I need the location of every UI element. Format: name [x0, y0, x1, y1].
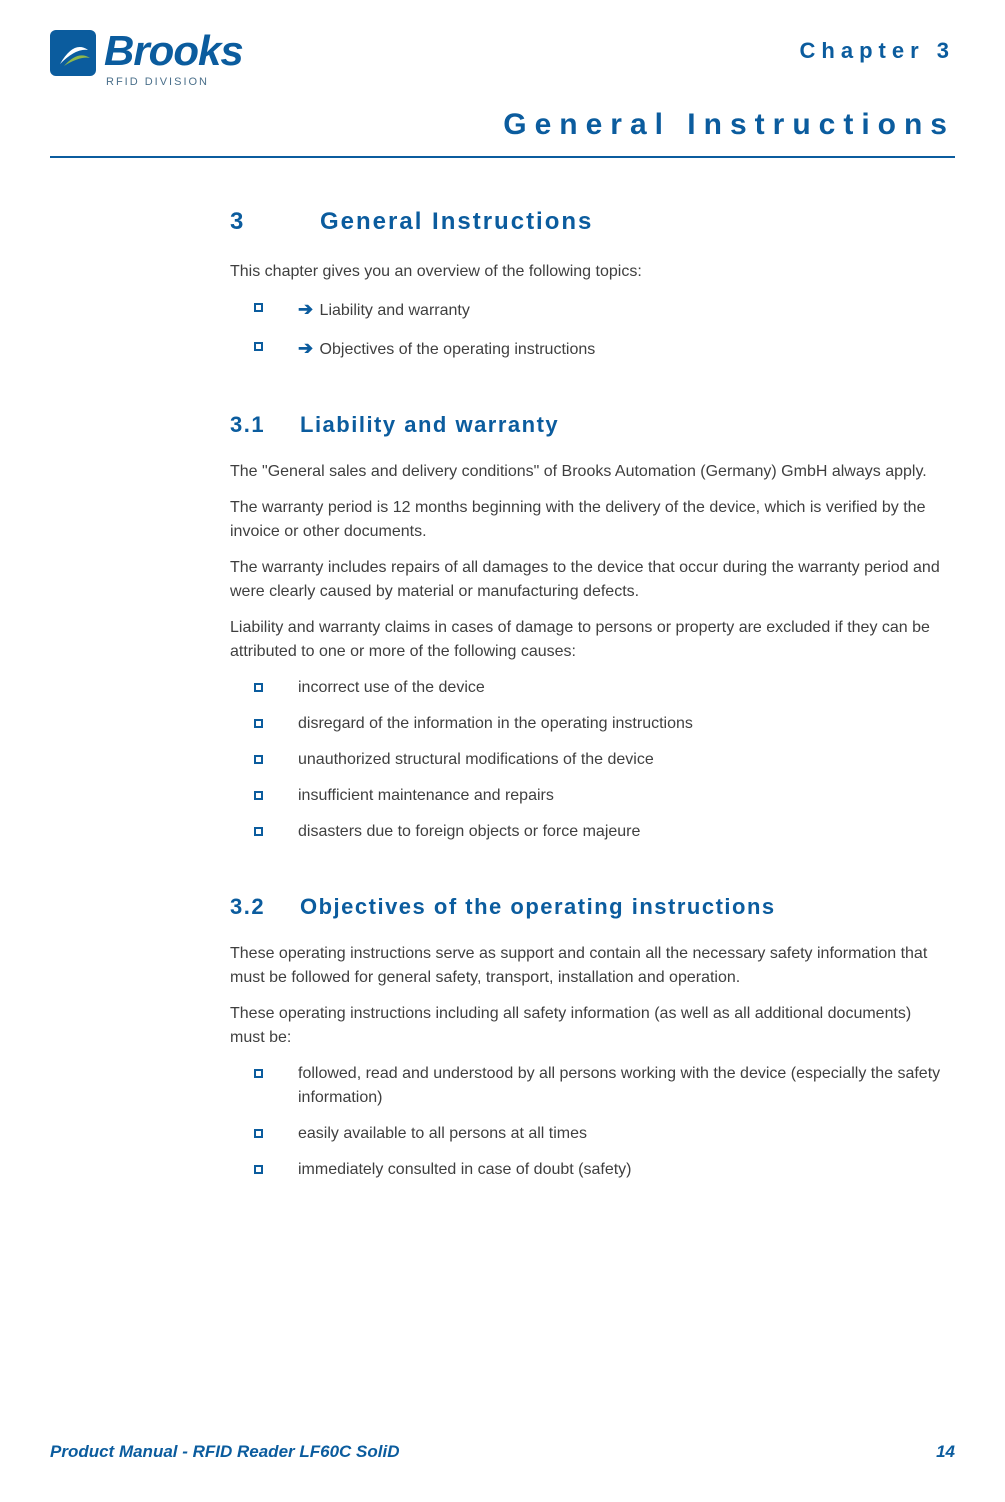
list-item: unauthorized structural modifications of… [230, 748, 950, 772]
bullet-icon [254, 755, 263, 764]
section-number: 3 [230, 208, 320, 236]
page-footer: Product Manual - RFID Reader LF60C SoliD… [50, 1442, 955, 1462]
list-item: disasters due to foreign objects or forc… [230, 820, 950, 844]
overview-item-text: Objectives of the operating instructions [320, 341, 596, 358]
bullet-icon [254, 791, 263, 800]
cause-text: incorrect use of the device [298, 679, 485, 696]
arrow-icon: ➔ [298, 338, 313, 358]
footer-title: Product Manual - RFID Reader LF60C SoliD [50, 1442, 400, 1462]
req-text: followed, read and understood by all per… [298, 1065, 940, 1106]
list-item: easily available to all persons at all t… [230, 1122, 950, 1146]
brand-name: Brooks [104, 30, 243, 72]
brand-subtitle: RFID DIVISION [106, 76, 243, 88]
subsection-heading: 3.1Liability and warranty [230, 412, 950, 438]
bullet-icon [254, 1129, 263, 1138]
section-intro: This chapter gives you an overview of th… [230, 260, 950, 284]
content-area: 3General Instructions This chapter gives… [230, 208, 950, 1182]
cause-text: disregard of the information in the oper… [298, 715, 693, 732]
bullet-icon [254, 683, 263, 692]
cause-text: disasters due to foreign objects or forc… [298, 823, 640, 840]
cause-text: insufficient maintenance and repairs [298, 787, 554, 804]
bullet-icon [254, 719, 263, 728]
bullet-icon [254, 1069, 263, 1078]
header-row: Brooks RFID DIVISION Chapter 3 [50, 30, 955, 88]
subsection-heading: 3.2Objectives of the operating instructi… [230, 894, 950, 920]
subsection-number: 3.2 [230, 894, 300, 920]
requirements-list: followed, read and understood by all per… [230, 1062, 950, 1182]
bullet-icon [254, 827, 263, 836]
paragraph: These operating instructions serve as su… [230, 942, 950, 990]
paragraph: Liability and warranty claims in cases o… [230, 616, 950, 664]
list-item: ➔ Objectives of the operating instructio… [230, 335, 950, 362]
section-heading: 3General Instructions [230, 208, 950, 236]
list-item: immediately consulted in case of doubt (… [230, 1158, 950, 1182]
list-item: ➔ Liability and warranty [230, 296, 950, 323]
causes-list: incorrect use of the device disregard of… [230, 676, 950, 844]
list-item: insufficient maintenance and repairs [230, 784, 950, 808]
subsection-number: 3.1 [230, 412, 300, 438]
list-item: incorrect use of the device [230, 676, 950, 700]
page-number: 14 [936, 1442, 955, 1462]
paragraph: The warranty period is 12 months beginni… [230, 496, 950, 544]
bullet-icon [254, 303, 263, 312]
req-text: immediately consulted in case of doubt (… [298, 1161, 632, 1178]
overview-item-text: Liability and warranty [320, 302, 470, 319]
chapter-title: General Instructions [50, 108, 955, 142]
cause-text: unauthorized structural modifications of… [298, 751, 654, 768]
subsection-title: Liability and warranty [300, 412, 559, 437]
subsection-title: Objectives of the operating instructions [300, 894, 776, 919]
brooks-logo-icon [50, 30, 96, 76]
paragraph: These operating instructions including a… [230, 1002, 950, 1050]
paragraph: The warranty includes repairs of all dam… [230, 556, 950, 604]
paragraph: The "General sales and delivery conditio… [230, 460, 950, 484]
chapter-label: Chapter 3 [800, 38, 955, 64]
arrow-icon: ➔ [298, 299, 313, 319]
bullet-icon [254, 342, 263, 351]
header-divider [50, 156, 955, 158]
list-item: disregard of the information in the oper… [230, 712, 950, 736]
req-text: easily available to all persons at all t… [298, 1125, 587, 1142]
overview-list: ➔ Liability and warranty ➔ Objectives of… [230, 296, 950, 362]
logo-text: Brooks RFID DIVISION [104, 30, 243, 88]
section-title: General Instructions [320, 208, 593, 235]
list-item: followed, read and understood by all per… [230, 1062, 950, 1110]
bullet-icon [254, 1165, 263, 1174]
logo: Brooks RFID DIVISION [50, 30, 243, 88]
